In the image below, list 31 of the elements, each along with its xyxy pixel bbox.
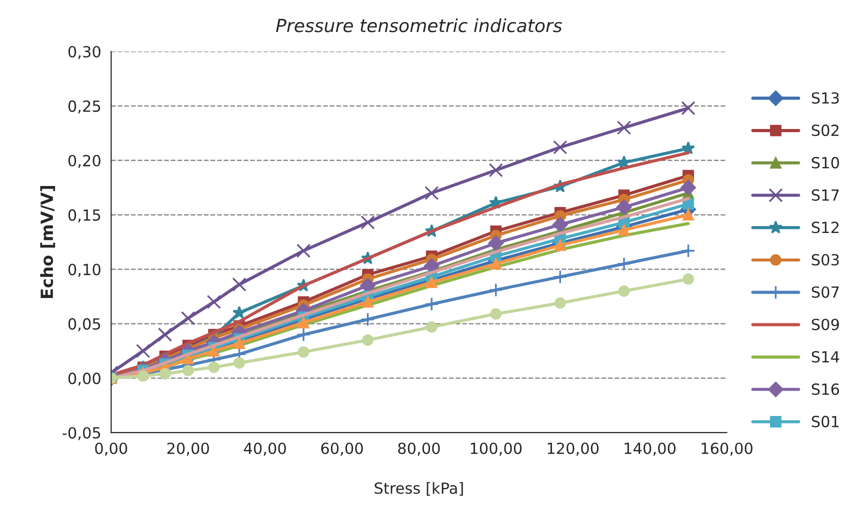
legend-label: S14 <box>812 351 840 363</box>
y-tick-label: 0,00 <box>68 372 100 386</box>
x-tick-label: 160,00 <box>702 442 752 456</box>
x-tick-label: 100,00 <box>470 442 522 456</box>
legend-label: S12 <box>812 222 838 234</box>
legend-label: S01 <box>812 416 839 428</box>
y-axis-title: Echo [mV/V] <box>40 186 56 298</box>
x-tick-label: 80,00 <box>398 442 440 456</box>
x-tick-label: 40,00 <box>244 442 286 456</box>
legend-label: S10 <box>812 156 839 168</box>
legend-label: S13 <box>812 92 839 104</box>
legend-label: S09 <box>812 318 839 330</box>
x-axis-title: Stress [kPa] <box>374 482 463 496</box>
x-tick-label: 0,00 <box>95 442 128 456</box>
y-tick-label: 0,20 <box>68 154 100 168</box>
legend-label: S07 <box>812 286 839 298</box>
legend-label: S02 <box>812 124 838 136</box>
legend-label: S16 <box>812 383 840 395</box>
x-tick-label: 20,00 <box>167 442 209 456</box>
x-tick-label: 140,00 <box>624 442 676 456</box>
y-tick-label: 0,25 <box>68 100 100 114</box>
legend-label: S17 <box>812 189 839 201</box>
x-tick-label: 120,00 <box>548 442 599 456</box>
legend-label: S03 <box>812 254 839 266</box>
x-tick-label: 60,00 <box>321 442 363 456</box>
y-tick-label: 0,30 <box>68 46 100 60</box>
y-tick-label: 0,10 <box>68 264 100 277</box>
y-tick-label: 0,15 <box>68 209 100 222</box>
y-tick-label: -0,05 <box>62 427 100 440</box>
y-tick-label: 0,05 <box>68 318 100 332</box>
chart-title: Pressure tensometric indicators <box>276 18 562 32</box>
